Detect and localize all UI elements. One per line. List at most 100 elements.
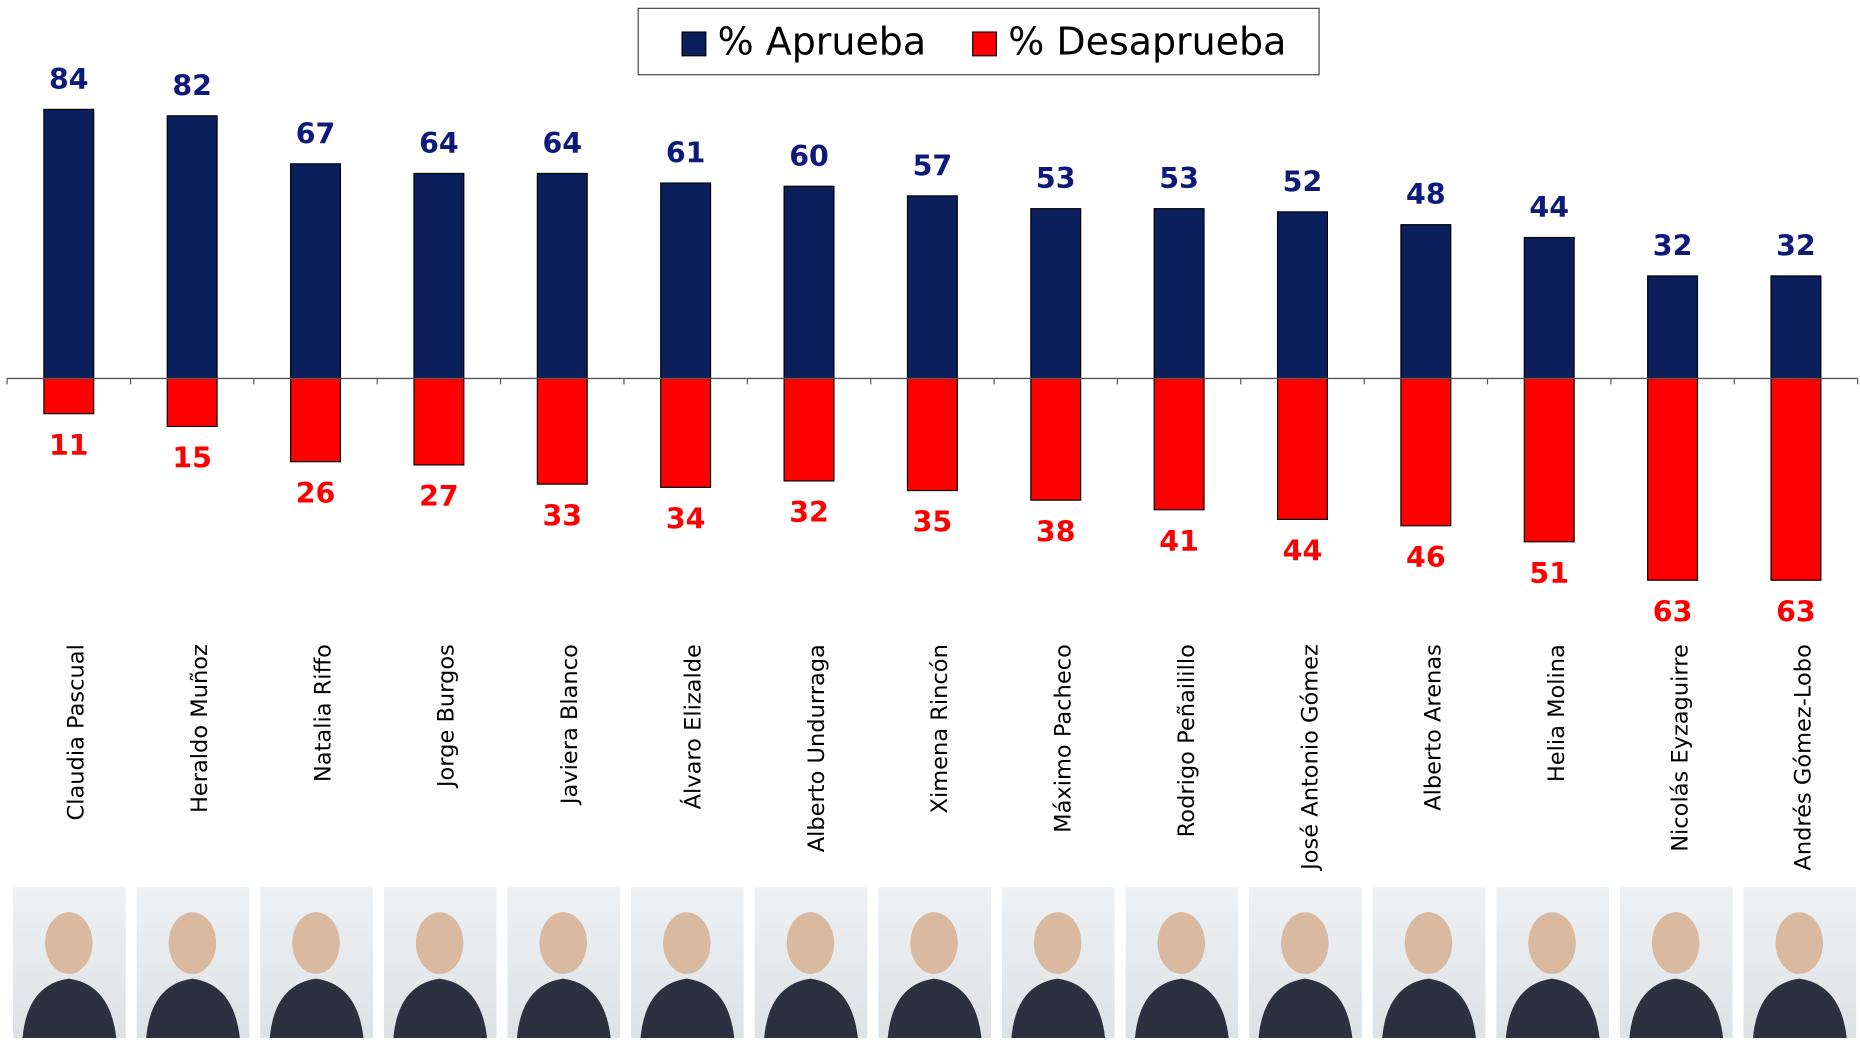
value-label: 11	[49, 429, 89, 462]
photo-body	[640, 978, 735, 1038]
value-label: 64	[542, 127, 582, 160]
photo-body	[146, 978, 240, 1038]
bar	[1770, 275, 1822, 380]
bar	[290, 377, 342, 463]
bar	[1276, 211, 1328, 380]
photo-body	[1134, 978, 1229, 1038]
photo-head	[1281, 912, 1329, 974]
category-label: Claudia Pascual	[64, 644, 90, 820]
category-label: Ximena Rincón	[927, 644, 953, 813]
bar	[1153, 377, 1205, 511]
bar	[1647, 377, 1699, 581]
bar	[166, 115, 218, 380]
bar	[1153, 208, 1205, 380]
category-label: Jorge Burgos	[434, 644, 460, 789]
bar	[1030, 208, 1082, 380]
value-label: 63	[1653, 595, 1693, 628]
value-label: 27	[419, 480, 459, 513]
value-label: 51	[1529, 557, 1569, 590]
bar	[783, 185, 835, 380]
value-label: 84	[49, 63, 89, 96]
value-label: 67	[296, 117, 336, 150]
legend-label: % Aprueba	[718, 19, 926, 63]
value-label: 60	[789, 140, 829, 173]
photo-head	[415, 912, 464, 974]
value-label: 38	[1036, 515, 1076, 548]
bar	[1276, 377, 1328, 520]
bar	[43, 108, 95, 380]
bar	[1523, 377, 1575, 543]
photo-body	[1011, 978, 1106, 1038]
photo-head	[1528, 912, 1576, 974]
photo-body	[22, 978, 117, 1038]
photo-body	[516, 978, 611, 1038]
category-label: José Antonio Gómez	[1297, 644, 1323, 872]
category-label: Natalia Riffo	[310, 644, 336, 782]
bar	[290, 163, 342, 380]
value-label: 35	[913, 506, 953, 539]
photo-head	[45, 912, 93, 974]
value-label: 48	[1406, 178, 1446, 211]
bar	[1400, 377, 1452, 527]
category-label: Javiera Blanco	[557, 644, 583, 806]
bar	[906, 195, 958, 380]
category-label: Nicolás Eyzaguirre	[1667, 644, 1693, 852]
bar	[1400, 224, 1452, 380]
photo-head	[786, 912, 835, 974]
bar	[43, 377, 95, 415]
value-label: 32	[1653, 229, 1693, 262]
photo-head	[663, 912, 711, 974]
bar	[1030, 377, 1082, 501]
bar	[413, 377, 465, 466]
bar	[166, 377, 218, 428]
value-label: 32	[789, 496, 829, 529]
photo-body	[1505, 978, 1600, 1038]
value-label: 53	[1159, 162, 1199, 195]
photo-head	[168, 912, 217, 974]
bar	[660, 377, 712, 488]
value-label: 57	[913, 149, 953, 182]
bar	[783, 377, 835, 482]
photo-head	[1404, 912, 1453, 974]
photo-head	[292, 912, 340, 974]
photo-body	[269, 978, 364, 1038]
category-label: Máximo Pacheco	[1051, 644, 1077, 833]
category-label: Heraldo Muñoz	[187, 644, 213, 813]
category-label: Andrés Gómez-Lobo	[1791, 644, 1817, 870]
category-label: Helia Molina	[1544, 644, 1570, 782]
value-label: 26	[296, 477, 336, 510]
value-label: 32	[1776, 229, 1816, 262]
legend-swatch	[681, 31, 707, 57]
photo-head	[539, 912, 587, 974]
bar	[660, 182, 712, 380]
photo-body	[1258, 978, 1353, 1038]
bar	[413, 172, 465, 380]
value-label: 53	[1036, 162, 1076, 195]
photo-body	[1753, 978, 1847, 1038]
bar	[536, 377, 588, 485]
photo-head	[1033, 912, 1082, 974]
bar	[906, 377, 958, 492]
bar	[1647, 275, 1699, 380]
value-label: 33	[542, 499, 582, 532]
value-label: 52	[1283, 165, 1323, 198]
bar	[1770, 377, 1822, 581]
value-label: 41	[1159, 525, 1199, 558]
legend-swatch	[972, 31, 998, 57]
photos	[13, 887, 1857, 1038]
photo-head	[1775, 912, 1823, 974]
photo-head	[1651, 912, 1700, 974]
photo-body	[1629, 978, 1724, 1038]
value-label: 44	[1529, 191, 1569, 224]
photo-head	[1157, 912, 1205, 974]
legend-label: % Desaprueba	[1008, 19, 1286, 63]
value-label: 44	[1283, 535, 1323, 568]
category-label: Alberto Undurraga	[804, 644, 830, 852]
category-label: Rodrigo Peñailillo	[1174, 644, 1200, 837]
value-label: 64	[419, 127, 459, 160]
photo-head	[910, 912, 958, 974]
bar	[1523, 236, 1575, 380]
photo-body	[764, 978, 858, 1038]
value-label: 63	[1776, 595, 1816, 628]
